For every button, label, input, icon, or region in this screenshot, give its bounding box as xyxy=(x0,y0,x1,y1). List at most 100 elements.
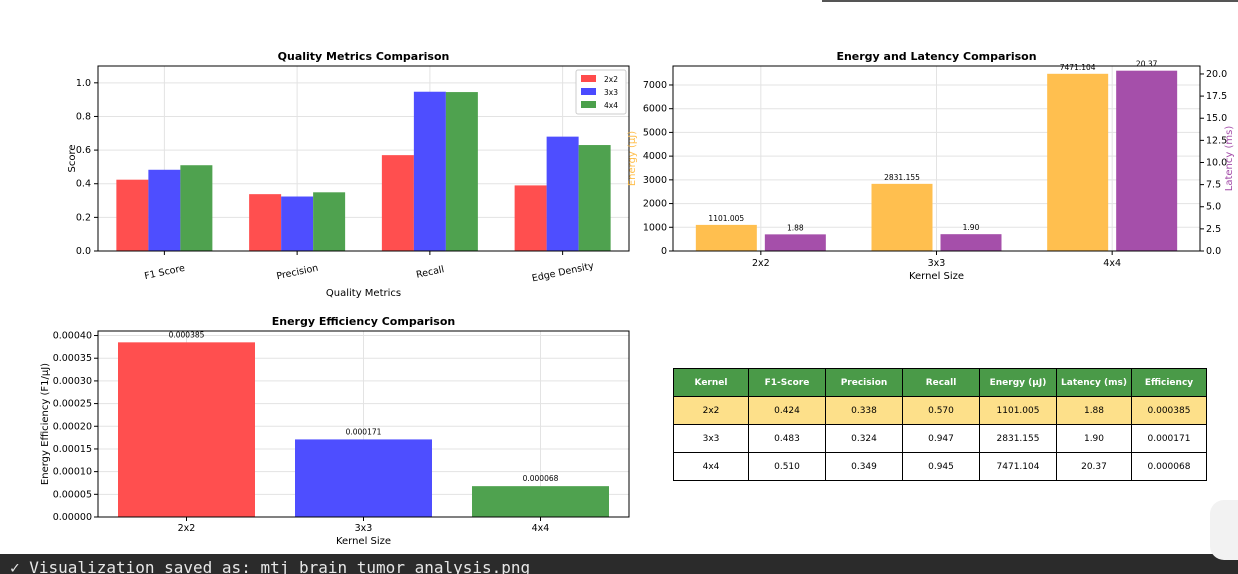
table-header-row: Kernel F1-Score Precision Recall Energy (μJ)… xyxy=(673,368,1207,397)
y-tick-label: 0.2 xyxy=(76,212,91,223)
data-label: 20.37 xyxy=(1136,60,1158,69)
y-right-tick-label: 20.0 xyxy=(1206,69,1227,80)
table-cell: 2831.155 xyxy=(979,424,1057,453)
plot-frame xyxy=(97,65,630,252)
y-tick-label: 0 xyxy=(661,246,667,257)
table-header-cell: Energy (μJ) xyxy=(979,368,1057,397)
table-header-cell: Kernel xyxy=(673,368,749,397)
y-tick-label: 1.0 xyxy=(76,78,91,89)
table-cell: 1.88 xyxy=(1056,396,1132,425)
bar-4x4-edge-density xyxy=(578,145,611,251)
figure-svg: 0.00.20.40.60.81.0F1 Score Precision Recal… xyxy=(40,50,1235,547)
window-top-edge xyxy=(822,0,1238,2)
y-right-tick-label: 12.5 xyxy=(1206,135,1227,146)
bar-2x2-edge-density xyxy=(514,185,547,251)
table-header-cell: Latency (ms) xyxy=(1056,368,1132,397)
data-label: 1.88 xyxy=(787,223,804,232)
table-cell: 0.424 xyxy=(748,396,826,425)
y-tick-label: 0.00010 xyxy=(53,467,92,478)
console-output-line: ✓ Visualization saved as: mtj_brain_tumo… xyxy=(0,554,1238,574)
table-cell: 0.338 xyxy=(825,396,903,425)
quality-chart: 0.0 0.2 0.4 0.6 0.8 1.0 F1 Score Precision Recal… xyxy=(67,50,630,299)
x-tick-label: 2x2 xyxy=(752,258,770,269)
legend-label-4x4: 4x4 xyxy=(604,101,618,110)
table-cell: 0.324 xyxy=(825,424,903,453)
x-tick-label: Recall xyxy=(415,264,445,281)
data-label: 1101.005 xyxy=(708,214,744,223)
legend-swatch-2x2 xyxy=(581,75,596,82)
table-cell: 0.000385 xyxy=(1131,396,1207,425)
y-axis-label: Score xyxy=(67,144,78,172)
y-tick-label: 0.00035 xyxy=(53,353,92,364)
bar-latency-4x4 xyxy=(1116,70,1178,251)
y-axis-label: Energy Efficiency (F1/μJ) xyxy=(40,363,51,485)
chart-title: Energy and Latency Comparison xyxy=(836,50,1036,63)
y-tick-label: 0.00030 xyxy=(53,376,92,387)
y-tick-label: 0.00000 xyxy=(53,512,92,523)
x-tick-label: F1 Score xyxy=(143,263,186,282)
chart-title: Quality Metrics Comparison xyxy=(278,50,450,63)
bar-energy-2x2 xyxy=(695,224,757,251)
bar-2x2-recall xyxy=(381,155,414,251)
y-tick-label: 2000 xyxy=(643,199,667,210)
bar-4x4-recall xyxy=(445,92,478,252)
x-tick-label: Precision xyxy=(276,263,320,283)
legend-label-3x3: 3x3 xyxy=(604,88,618,97)
x-tick-label: 4x4 xyxy=(532,523,550,534)
bar-efficiency-3x3 xyxy=(295,439,432,517)
y-right-tick-label: 15.0 xyxy=(1206,113,1227,124)
table-header-cell: Recall xyxy=(902,368,980,397)
bar-4x4-f1-score xyxy=(180,165,213,251)
bar-2x2-precision xyxy=(249,194,282,251)
y-right-tick-label: 0.0 xyxy=(1206,246,1221,257)
y-tick-label: 0.4 xyxy=(76,179,91,190)
y-tick-label: 4000 xyxy=(643,151,667,162)
y-axis-label: Energy (μJ) xyxy=(627,131,638,186)
results-table: Kernel F1-Score Precision Recall Energy (μJ)… xyxy=(673,368,1207,481)
table-cell: 0.000068 xyxy=(1131,452,1207,481)
table-cell: 1101.005 xyxy=(979,396,1057,425)
x-axis-label: Kernel Size xyxy=(909,271,964,282)
legend-swatch-4x4 xyxy=(581,101,596,108)
x-tick-label: Edge Density xyxy=(531,260,595,284)
data-label: 0.000068 xyxy=(523,474,559,483)
bar-3x3-f1-score xyxy=(148,169,181,251)
bar-latency-3x3 xyxy=(940,234,1002,251)
y-tick-label: 1000 xyxy=(643,222,667,233)
data-label: 0.000171 xyxy=(346,427,382,436)
y-tick-label: 7000 xyxy=(643,80,667,91)
table-header-cell: Precision xyxy=(825,368,903,397)
scroll-edge xyxy=(1210,500,1238,560)
results-table-container: Kernel F1-Score Precision Recall Energy (μJ)… xyxy=(673,368,1207,481)
legend-label-2x2: 2x2 xyxy=(604,75,618,84)
y-right-tick-label: 2.5 xyxy=(1206,224,1221,235)
figure-canvas: 0.0 0.2 0.4 0.6 0.8 1.0 F1 Score Precision Recal… xyxy=(40,50,1235,547)
table-body: 2x2 0.424 0.338 0.570 1101.005 1.88 0.000385 3x… xyxy=(673,396,1207,481)
x-tick-label: 2x2 xyxy=(178,523,196,534)
y-tick-label: 6000 xyxy=(643,104,667,115)
y-right-tick-label: 10.0 xyxy=(1206,157,1227,168)
table-cell: 7471.104 xyxy=(979,452,1057,481)
bar-3x3-edge-density xyxy=(546,136,579,251)
legend-swatch-3x3 xyxy=(581,88,596,95)
plot-frame xyxy=(97,330,630,518)
data-label: 0.000385 xyxy=(169,330,205,339)
table-cell: 0.570 xyxy=(902,396,980,425)
bar-efficiency-4x4 xyxy=(472,486,609,517)
y-right-axis-label: Latency (ms) xyxy=(1224,126,1235,192)
y-tick-label: 0.00020 xyxy=(53,421,92,432)
bar-efficiency-2x2 xyxy=(118,342,255,517)
y-tick-label: 3000 xyxy=(643,175,667,186)
x-tick-label: 4x4 xyxy=(1103,258,1121,269)
table-cell: 0.510 xyxy=(748,452,826,481)
y-tick-label: 5000 xyxy=(643,127,667,138)
y-tick-label: 0.00040 xyxy=(53,331,92,342)
data-label: 2831.155 xyxy=(884,173,920,182)
y-tick-label: 0.0 xyxy=(76,246,91,257)
bar-energy-4x4 xyxy=(1047,73,1109,251)
bar-latency-2x2 xyxy=(764,234,826,251)
data-label: 7471.104 xyxy=(1060,63,1096,72)
table-cell: 0.000171 xyxy=(1131,424,1207,453)
table-cell: 3x3 xyxy=(673,424,749,453)
bar-3x3-recall xyxy=(413,91,446,252)
